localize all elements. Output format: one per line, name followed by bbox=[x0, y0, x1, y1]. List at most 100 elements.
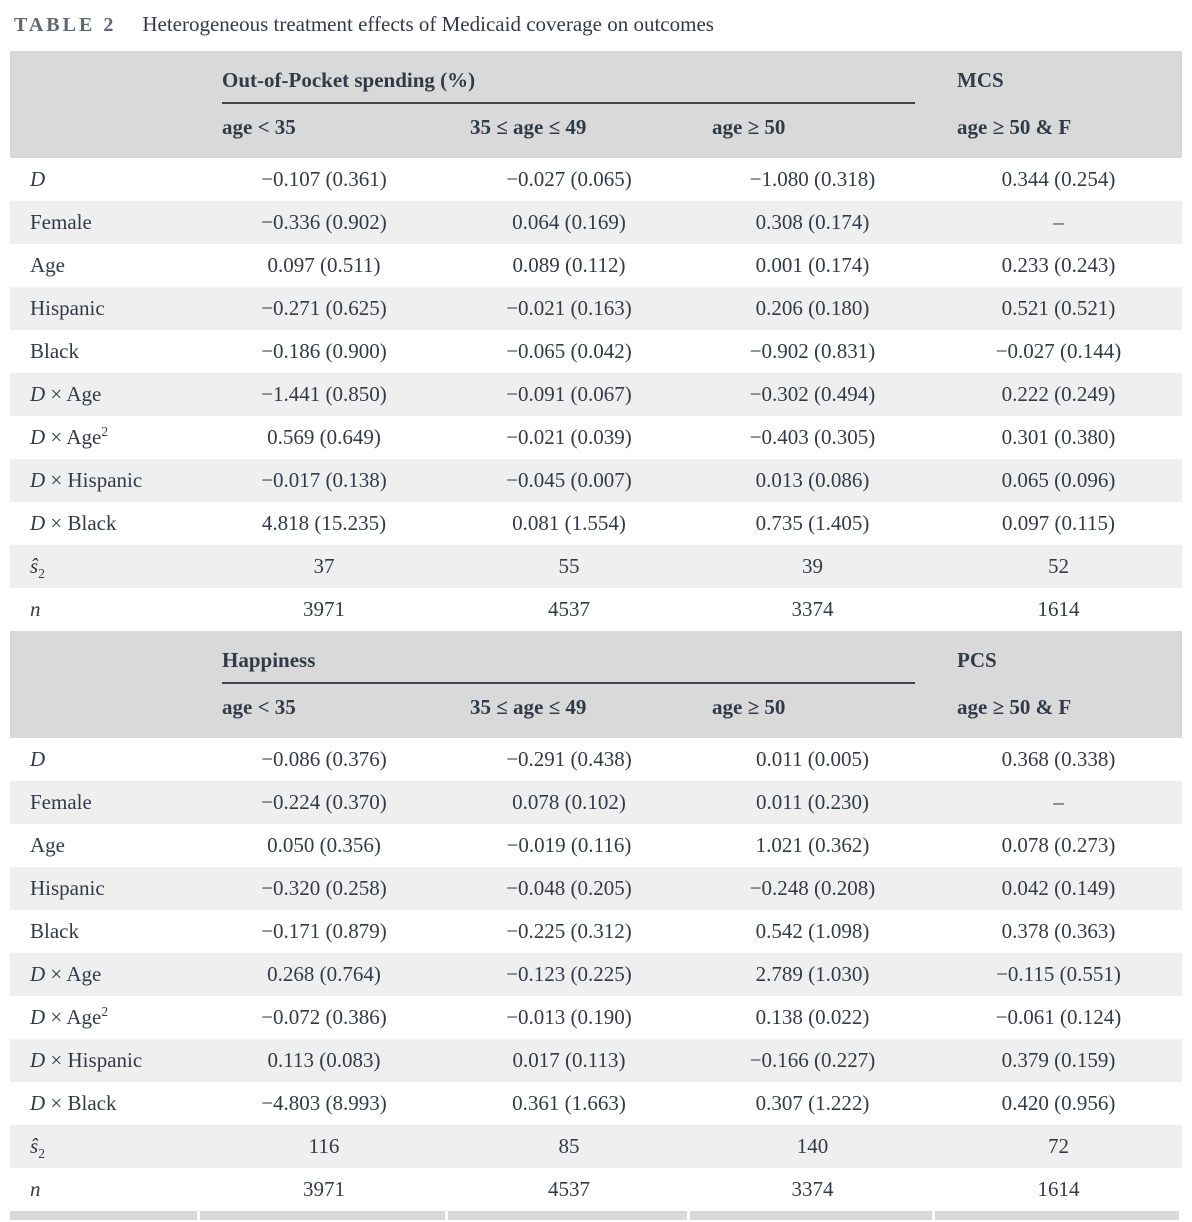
row-label-part: D bbox=[30, 425, 46, 449]
group-header-row: Happiness PCS bbox=[10, 631, 1182, 684]
value-cell: −0.171 (0.879) bbox=[261, 919, 387, 943]
row-label: Hispanic bbox=[10, 287, 200, 330]
row-label-part: D bbox=[30, 1005, 46, 1029]
panel-1-header: Out-of-Pocket spending (%) MCS age < 35 … bbox=[10, 51, 1182, 158]
row-label: D bbox=[10, 158, 200, 201]
table-row: D × Age2 −0.072 (0.386) −0.013 (0.190) 0.13… bbox=[10, 996, 1182, 1039]
value-cell: 0.233 (0.243) bbox=[1001, 253, 1116, 277]
row-label-part: Female bbox=[30, 210, 92, 234]
table-row: ŝ2 37 55 39 52 bbox=[10, 545, 1182, 588]
column-header: 35 ≤ age ≤ 49 bbox=[448, 684, 690, 738]
value-cell: −0.271 (0.625) bbox=[261, 296, 387, 320]
value-cell: −0.027 (0.065) bbox=[506, 167, 632, 191]
table-row: D × Age −1.441 (0.850) −0.091 (0.067) −0.30… bbox=[10, 373, 1182, 416]
row-label-part: 2 bbox=[38, 1146, 45, 1162]
column-header: age ≥ 50 bbox=[690, 684, 935, 738]
row-label: D × Hispanic bbox=[10, 459, 200, 502]
value-cell: 0.089 (0.112) bbox=[512, 253, 626, 277]
table-row: Hispanic −0.320 (0.258) −0.048 (0.205) −0.2… bbox=[10, 867, 1182, 910]
row-label-part: × Age bbox=[45, 1005, 102, 1029]
row-label: D × Age bbox=[10, 953, 200, 996]
table-row: Age 0.050 (0.356) −0.019 (0.116) 1.021 (0.3… bbox=[10, 824, 1182, 867]
value-cell: 55 bbox=[558, 554, 580, 578]
table-row: Age 0.097 (0.511) 0.089 (0.112) 0.001 (0.17… bbox=[10, 244, 1182, 287]
value-cell: 3374 bbox=[791, 597, 834, 621]
table-caption-text: Heterogeneous treatment effects of Medic… bbox=[142, 12, 714, 36]
row-label-part: × Hispanic bbox=[45, 1048, 143, 1072]
panel-1-body: D −0.107 (0.361) −0.027 (0.065) −1.080 (0.3… bbox=[10, 158, 1182, 631]
table-rule-segment bbox=[448, 1211, 687, 1220]
table-row: D −0.107 (0.361) −0.027 (0.065) −1.080 (0.3… bbox=[10, 158, 1182, 201]
value-cell: 0.078 (0.273) bbox=[1001, 833, 1116, 857]
row-label-part: n bbox=[30, 597, 41, 621]
value-cell: 0.308 (0.174) bbox=[755, 210, 870, 234]
row-label-part: 2 bbox=[38, 566, 45, 582]
single-header-cell: PCS bbox=[935, 631, 1182, 684]
table-rule-segment bbox=[690, 1211, 932, 1220]
panel-2-header: Happiness PCS age < 35 35 ≤ age ≤ 49 age… bbox=[10, 631, 1182, 738]
value-cell: 3971 bbox=[303, 597, 345, 621]
row-label: D × Hispanic bbox=[10, 1039, 200, 1082]
value-cell: 4537 bbox=[548, 597, 590, 621]
empty-header-cell bbox=[10, 631, 200, 684]
column-header: age < 35 bbox=[200, 104, 448, 158]
row-label-part: × Age bbox=[45, 425, 102, 449]
column-header-row: age < 35 35 ≤ age ≤ 49 age ≥ 50 age ≥ 50… bbox=[10, 104, 1182, 158]
row-label-part: ŝ bbox=[30, 1134, 39, 1158]
value-cell: 0.542 (1.098) bbox=[755, 919, 870, 943]
value-cell: −0.403 (0.305) bbox=[749, 425, 876, 449]
panel-2-body: D −0.086 (0.376) −0.291 (0.438) 0.011 (0.00… bbox=[10, 738, 1182, 1211]
value-cell: −0.061 (0.124) bbox=[995, 1005, 1122, 1029]
value-cell: −4.803 (8.993) bbox=[261, 1091, 387, 1115]
table-bottom-rule bbox=[10, 1211, 1182, 1220]
empty-header-cell bbox=[10, 684, 200, 738]
value-cell: 0.065 (0.096) bbox=[1001, 468, 1116, 492]
value-cell: −0.021 (0.039) bbox=[506, 425, 632, 449]
value-cell: 39 bbox=[802, 554, 823, 578]
table-row: Female −0.336 (0.902) 0.064 (0.169) 0.308 (… bbox=[10, 201, 1182, 244]
row-label: D bbox=[10, 738, 200, 781]
empty-header-cell bbox=[10, 51, 200, 104]
row-label-part: D bbox=[30, 382, 46, 406]
column-header: age ≥ 50 & F bbox=[935, 684, 1182, 738]
row-label-part: Black bbox=[30, 339, 79, 363]
value-cell: −0.027 (0.144) bbox=[995, 339, 1122, 363]
value-cell: 72 bbox=[1048, 1134, 1069, 1158]
row-label-part: ŝ bbox=[30, 554, 39, 578]
value-cell: −0.123 (0.225) bbox=[506, 962, 632, 986]
empty-header-cell bbox=[10, 104, 200, 158]
row-label-part: D bbox=[30, 962, 46, 986]
row-label-part: × Black bbox=[45, 511, 117, 535]
row-label-part: Age bbox=[30, 833, 65, 857]
value-cell: −1.080 (0.318) bbox=[749, 167, 876, 191]
value-cell: −0.320 (0.258) bbox=[261, 876, 387, 900]
value-cell: −0.013 (0.190) bbox=[506, 1005, 632, 1029]
table-rule-segment bbox=[200, 1211, 445, 1220]
column-header-row: age < 35 35 ≤ age ≤ 49 age ≥ 50 age ≥ 50… bbox=[10, 684, 1182, 738]
table-row: D × Hispanic −0.017 (0.138) −0.045 (0.007)… bbox=[10, 459, 1182, 502]
value-cell: 0.378 (0.363) bbox=[1001, 919, 1116, 943]
row-label: n bbox=[10, 588, 200, 631]
table-row: Black −0.186 (0.900) −0.065 (0.042) −0.902 … bbox=[10, 330, 1182, 373]
row-label-part: × Age bbox=[45, 962, 102, 986]
row-label: Age bbox=[10, 824, 200, 867]
value-cell: −0.902 (0.831) bbox=[749, 339, 876, 363]
value-cell: 3971 bbox=[303, 1177, 345, 1201]
value-cell: 0.097 (0.511) bbox=[267, 253, 381, 277]
group-header-cell: Happiness bbox=[200, 631, 935, 684]
row-label: Black bbox=[10, 330, 200, 373]
table-number-label: TABLE 2 bbox=[14, 14, 117, 36]
group-header-label: Happiness bbox=[222, 634, 915, 684]
table-row: D × Hispanic 0.113 (0.083) 0.017 (0.113) −0… bbox=[10, 1039, 1182, 1082]
row-label: D × Black bbox=[10, 1082, 200, 1125]
table-caption: TABLE 2 Heterogeneous treatment effects o… bbox=[14, 12, 1182, 37]
table-row: Hispanic −0.271 (0.625) −0.021 (0.163) 0.20… bbox=[10, 287, 1182, 330]
table-row: D × Black −4.803 (8.993) 0.361 (1.663) 0.30… bbox=[10, 1082, 1182, 1125]
value-cell: −0.336 (0.902) bbox=[261, 210, 387, 234]
row-label-part: Hispanic bbox=[30, 296, 105, 320]
value-cell: 0.113 (0.083) bbox=[267, 1048, 381, 1072]
row-label: ŝ2 bbox=[10, 1125, 200, 1168]
row-label-part: D bbox=[30, 747, 46, 771]
table-row: ŝ2 116 85 140 72 bbox=[10, 1125, 1182, 1168]
table-row: Female −0.224 (0.370) 0.078 (0.102) 0.011 (… bbox=[10, 781, 1182, 824]
